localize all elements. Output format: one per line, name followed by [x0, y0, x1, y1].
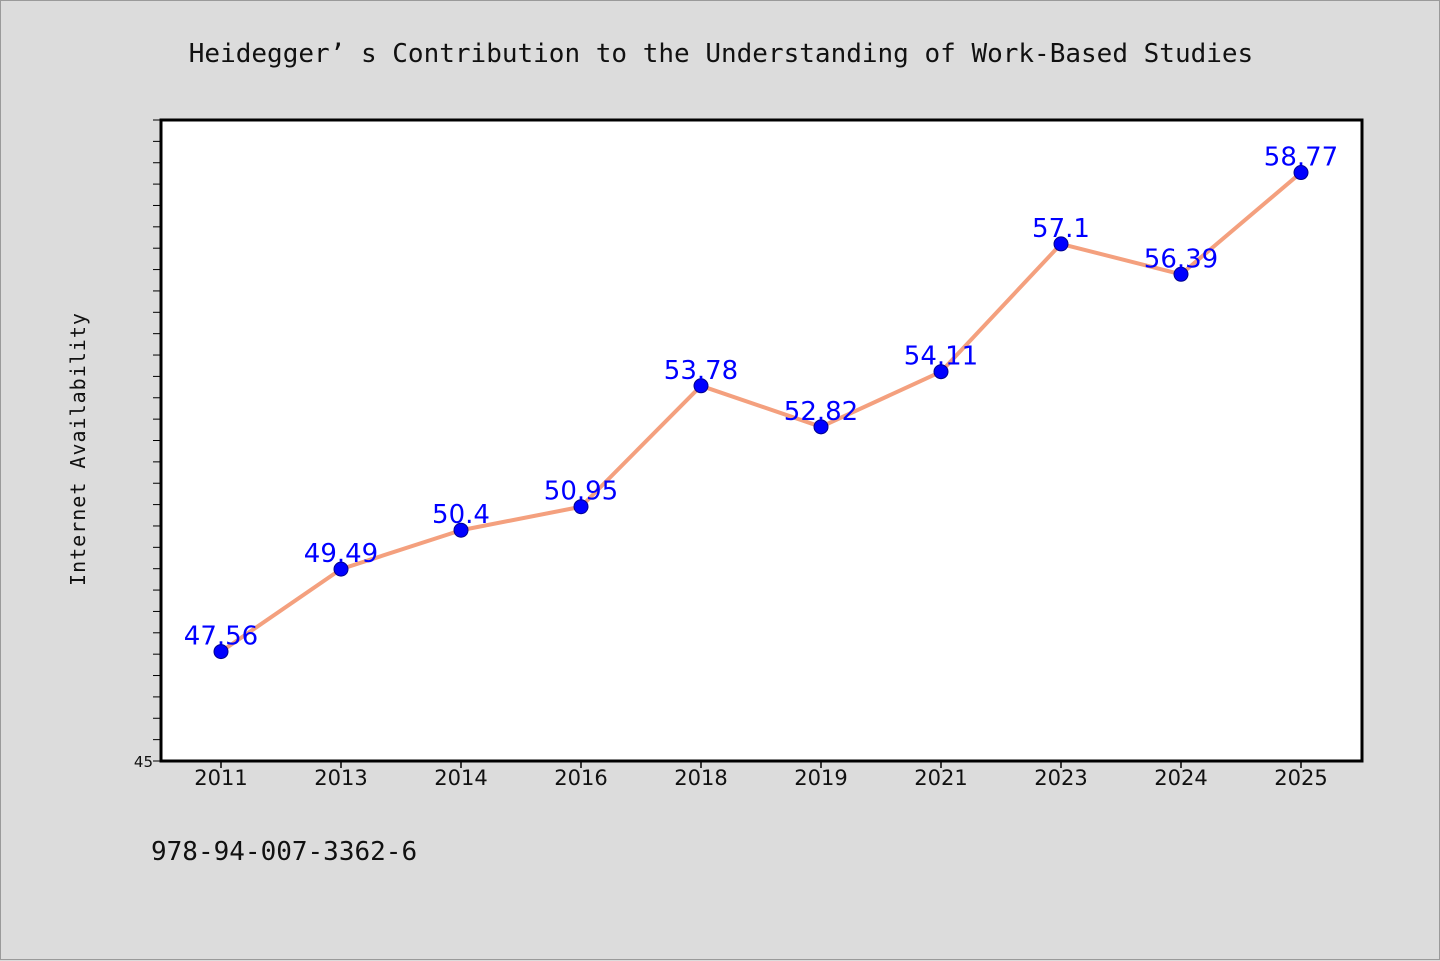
x-tick-label: 2013	[314, 766, 367, 790]
plot-background	[159, 118, 1364, 763]
series-markers	[213, 165, 1309, 660]
x-axis-tick-labels: 2011 2013 2014 2016 2018 2019 2021 2023 2024 2025	[194, 766, 1327, 790]
y-axis-ticks	[153, 119, 161, 762]
data-label: 56.39	[1144, 244, 1218, 274]
data-label: 54.11	[904, 342, 978, 372]
x-tick-label: 2011	[194, 766, 247, 790]
x-tick-label: 2025	[1274, 766, 1327, 790]
chart-title: Heidegger’ s Contribution to the Underst…	[188, 39, 1254, 69]
data-label: 57.1	[1032, 214, 1090, 244]
y-tick-label: 45	[134, 753, 153, 771]
data-point	[693, 378, 709, 394]
data-point	[453, 522, 469, 538]
data-point	[333, 561, 349, 577]
y-axis-tick-labels: 45	[134, 753, 153, 771]
data-label: 53.78	[664, 356, 738, 386]
data-point	[573, 499, 589, 515]
series-line	[219, 171, 1303, 654]
data-label: 49.49	[304, 539, 378, 569]
x-tick-label: 2019	[794, 766, 847, 790]
data-point	[933, 364, 949, 380]
data-label: 50.4	[432, 500, 490, 530]
data-label: 52.82	[784, 397, 858, 427]
data-point	[213, 644, 229, 660]
series-line-group	[219, 171, 1303, 654]
data-point	[1173, 266, 1189, 282]
x-tick-label: 2021	[914, 766, 967, 790]
x-tick-label: 2023	[1034, 766, 1087, 790]
x-tick-label: 2016	[554, 766, 607, 790]
data-label: 58.77	[1264, 143, 1338, 173]
data-point	[1293, 165, 1309, 181]
data-point	[1053, 236, 1069, 252]
x-tick-label: 2018	[674, 766, 727, 790]
data-labels: 47.56 49.49 50.4 50.95 53.78 52.82 54.11 57.1 56…	[184, 143, 1338, 652]
footer-isbn: 978-94-007-3362-6	[151, 837, 418, 867]
x-axis-ticks	[220, 761, 1302, 768]
x-tick-label: 2024	[1154, 766, 1207, 790]
x-tick-label: 2014	[434, 766, 487, 790]
data-label: 50.95	[544, 477, 618, 507]
data-point	[813, 419, 829, 435]
data-label: 47.56	[184, 622, 258, 652]
